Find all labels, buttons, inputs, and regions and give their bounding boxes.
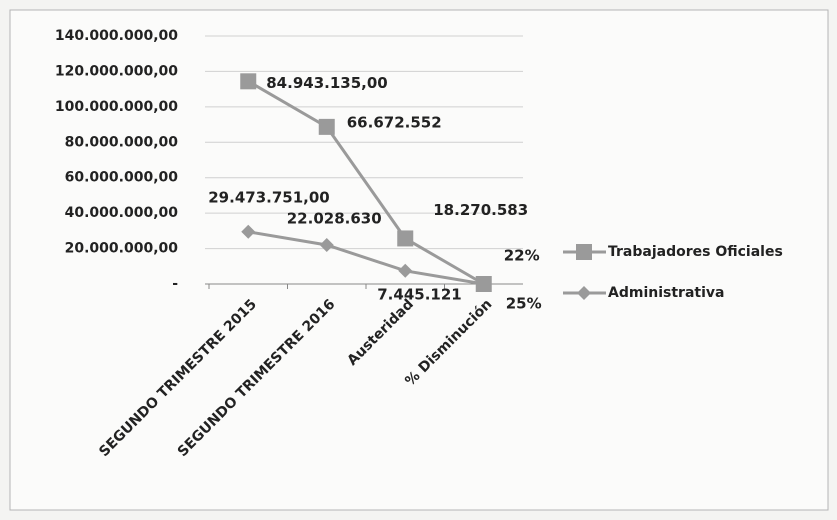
series-line bbox=[247, 80, 485, 286]
data-label: 25% bbox=[506, 294, 542, 312]
marker bbox=[240, 73, 257, 90]
data-label: 22% bbox=[504, 246, 540, 264]
data-label: 7.445.121 bbox=[377, 285, 461, 303]
chart-frame bbox=[9, 9, 829, 511]
marker bbox=[397, 230, 414, 247]
series-line bbox=[248, 230, 484, 286]
data-label: 29.473.751,00 bbox=[208, 188, 329, 206]
legend-label: Trabajadores Oficiales bbox=[608, 244, 783, 260]
marker bbox=[241, 224, 256, 239]
marker bbox=[577, 286, 591, 300]
data-label: 84.943.135,00 bbox=[266, 74, 387, 92]
data-label: 22.028.630 bbox=[287, 209, 382, 227]
y-tick-label: 100.000.000,00 bbox=[55, 99, 178, 115]
marker bbox=[318, 118, 335, 135]
marker bbox=[319, 237, 334, 252]
legend-label: Administrativa bbox=[608, 285, 724, 301]
y-tick-label: 140.000.000,00 bbox=[55, 28, 178, 44]
data-label: 66.672.552 bbox=[347, 113, 442, 131]
data-label: 18.270.583 bbox=[433, 201, 528, 219]
marker bbox=[475, 275, 492, 292]
y-tick-label: 80.000.000,00 bbox=[65, 134, 179, 150]
y-tick-label: 120.000.000,00 bbox=[55, 63, 178, 79]
y-tick-label: - bbox=[172, 276, 178, 292]
marker bbox=[398, 263, 413, 278]
y-tick-label: 20.000.000,00 bbox=[65, 241, 179, 257]
y-tick-label: 40.000.000,00 bbox=[65, 205, 179, 221]
marker bbox=[576, 244, 592, 260]
y-tick-label: 60.000.000,00 bbox=[65, 170, 179, 186]
